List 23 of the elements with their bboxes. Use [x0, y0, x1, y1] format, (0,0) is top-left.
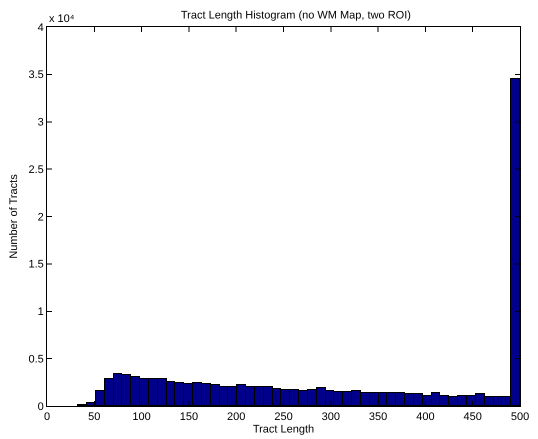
x-tick-label: 300 [322, 411, 340, 424]
x-tick-label: 150 [180, 411, 198, 424]
x-tick-label: 200 [227, 411, 246, 424]
chart-title: Tract Length Histogram (no WM Map, two ROI) [180, 10, 411, 22]
x-tick-label: 350 [368, 411, 388, 424]
x-tick-label: 450 [464, 411, 482, 424]
y-axis-title: Number of Tracts [8, 174, 20, 259]
y-tick-label: 1 [38, 306, 44, 318]
y-tick-label: 3 [38, 116, 44, 129]
y-tick-label: 0 [38, 400, 44, 413]
x-tick-label: 400 [416, 411, 435, 424]
y-tick-label: 1.5 [28, 258, 44, 271]
y-tick-label: 0.5 [28, 353, 44, 366]
x-tick-label: 50 [88, 411, 100, 424]
x-axis-title: Tract Length [252, 423, 314, 436]
y-tick-label: 2.5 [28, 164, 44, 176]
x-tick-label: 500 [510, 411, 530, 424]
x-tick-label: 100 [132, 411, 151, 424]
text: x 10⁴ [49, 13, 75, 25]
x-tick-label: 250 [274, 411, 293, 424]
y-tick-label: 4 [38, 22, 44, 34]
y-tick-label: 2 [38, 211, 44, 224]
y-tick-label: 3.5 [28, 69, 44, 82]
